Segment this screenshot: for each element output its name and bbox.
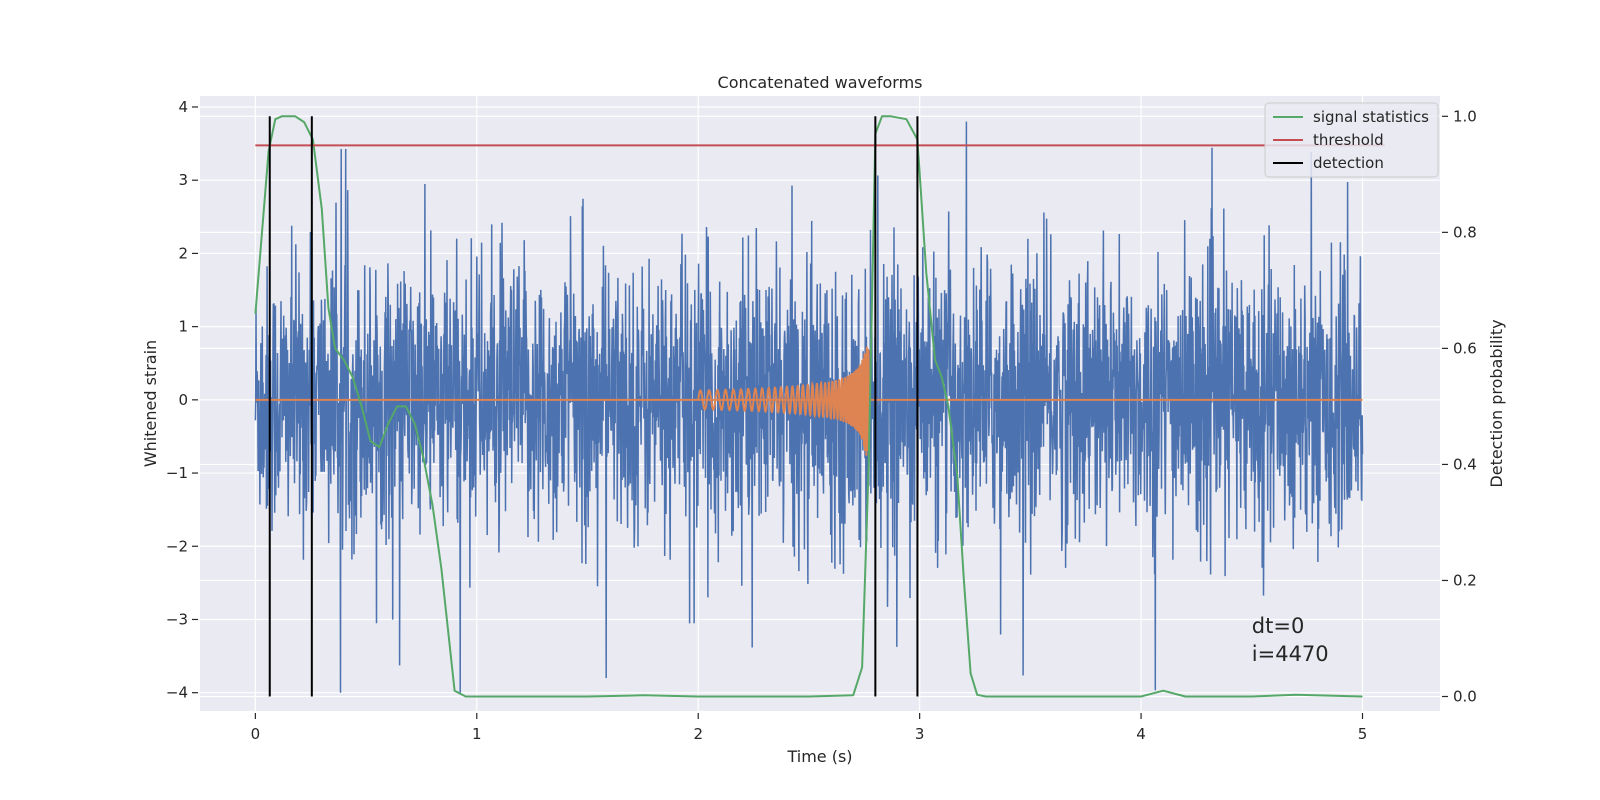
left-tick-label-8: 4	[178, 98, 188, 116]
left-tick-label-6: 2	[178, 244, 188, 262]
y2-axis-label: Detection probability	[1487, 319, 1506, 487]
series-detection-lines	[268, 116, 919, 697]
chart-title: Concatenated waveforms	[718, 73, 923, 92]
annotation-dt: dt=0	[1252, 614, 1305, 638]
annotation-index: i=4470	[1252, 642, 1329, 666]
left-tick-label-1: −3	[166, 610, 188, 628]
bottom-tick-label-2: 2	[693, 725, 703, 743]
plot-layers	[254, 115, 1385, 698]
bottom-tick-label-4: 4	[1136, 725, 1146, 743]
legend-label-detection: detection	[1313, 154, 1384, 172]
right-tick-label-0: 0.0	[1453, 687, 1477, 705]
bottom-tick-label-3: 3	[915, 725, 925, 743]
bottom-tick-label-0: 0	[251, 725, 261, 743]
left-tick-label-7: 3	[178, 171, 188, 189]
series-template-chirp-line	[697, 346, 870, 456]
series-signal-statistics-line	[254, 115, 1363, 698]
series-noise-line	[254, 121, 1364, 693]
right-tick-label-2: 0.4	[1453, 455, 1477, 473]
left-tick-label-3: −1	[166, 464, 188, 482]
y-axis-label: Whitened strain	[141, 340, 160, 467]
legend: signal statistics threshold detection	[1264, 102, 1439, 178]
left-tick-label-0: −4	[166, 684, 188, 702]
bottom-tick-label-1: 1	[472, 725, 482, 743]
left-axis-ticks: −4 −3 −2 −1 0 1 2 3 4	[166, 98, 198, 702]
left-tick-label-4: 0	[178, 391, 188, 409]
right-tick-label-4: 0.8	[1453, 223, 1477, 241]
right-axis-ticks: 0.0 0.2 0.4 0.6 0.8 1.0	[1442, 107, 1477, 705]
bottom-axis-ticks: 0 1 2 3 4 5	[251, 713, 1368, 743]
left-tick-label-5: 1	[178, 318, 188, 336]
bottom-tick-label-5: 5	[1358, 725, 1368, 743]
right-tick-label-5: 1.0	[1453, 107, 1477, 125]
right-tick-label-3: 0.6	[1453, 339, 1477, 357]
legend-box	[1264, 102, 1439, 178]
x-axis-label: Time (s)	[786, 747, 852, 766]
left-tick-label-2: −2	[166, 537, 188, 555]
legend-label-signal-statistics: signal statistics	[1313, 108, 1429, 126]
right-tick-label-1: 0.2	[1453, 571, 1477, 589]
legend-label-threshold: threshold	[1313, 131, 1384, 149]
